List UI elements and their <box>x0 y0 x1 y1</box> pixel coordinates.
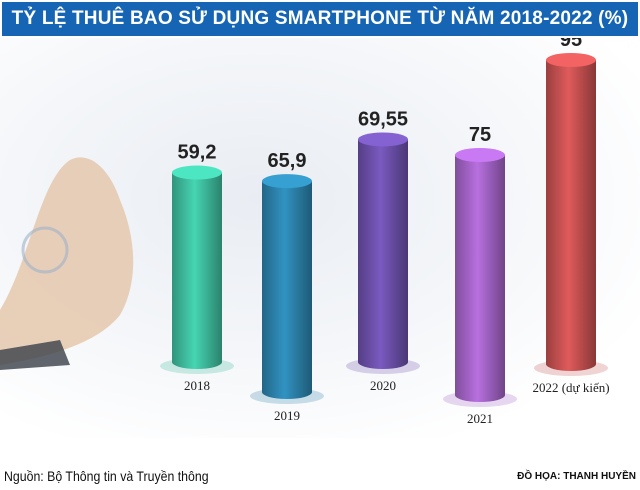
category-label: 2018 <box>184 378 210 393</box>
bar-top <box>358 132 408 147</box>
bar-2021 <box>455 155 505 402</box>
chart-title: TỶ LỆ THUÊ BAO SỬ DỤNG SMARTPHONE TỪ NĂM… <box>2 2 638 36</box>
category-label: 2022 (dự kiến) <box>532 380 609 395</box>
value-label: 65,9 <box>268 150 307 172</box>
bar-chart: 59,2 2018 65,9 2019 69,55 2020 75 2021 95 2022 (d… <box>160 38 610 426</box>
bar-top <box>172 165 222 180</box>
hand-illustration <box>0 157 134 370</box>
value-label: 59,2 <box>178 142 217 164</box>
bar-top <box>262 174 312 189</box>
bar-2020 <box>358 139 408 369</box>
value-label: 95 <box>560 38 582 51</box>
category-label: 2020 <box>370 378 396 393</box>
category-label: 2021 <box>467 411 493 426</box>
graphic-credit: ĐỒ HỌA: THANH HUYỀN <box>517 471 636 482</box>
bar-2022 <box>546 60 596 371</box>
bar-2019 <box>262 181 312 399</box>
source-note: Nguồn: Bộ Thông tin và Truyền thông <box>4 468 209 484</box>
value-label: 75 <box>469 124 491 146</box>
bar-top <box>455 148 505 162</box>
bar-top <box>546 53 596 67</box>
bar-2018 <box>172 172 222 369</box>
value-label: 69,55 <box>358 108 408 130</box>
category-label: 2019 <box>274 408 300 423</box>
